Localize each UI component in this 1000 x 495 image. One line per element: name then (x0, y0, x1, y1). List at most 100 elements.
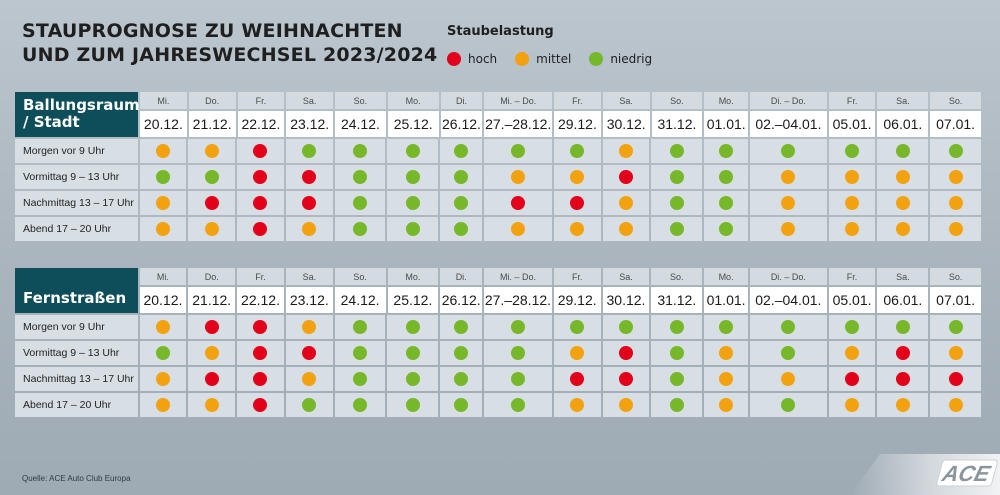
weekday-label: Mo. (704, 92, 749, 109)
table-cell (553, 139, 601, 163)
traffic-dot-hoch (253, 398, 268, 412)
column-header: So. 31.12. (651, 92, 703, 137)
date-label: 07.01. (930, 287, 982, 313)
column-header: Mi. 20.12. (140, 92, 187, 137)
traffic-dot-mittel (948, 196, 963, 210)
table-cell (285, 165, 333, 189)
table-cell (334, 139, 386, 163)
traffic-dot-hoch (895, 346, 910, 360)
column-header: Sa. 06.01. (877, 268, 929, 313)
weekday-label: So. (335, 92, 386, 109)
table-cell (484, 139, 552, 163)
weekday-label: Mi. (139, 268, 187, 285)
traffic-dot-niedrig (353, 398, 368, 412)
ace-logo: ACE (850, 454, 1000, 495)
table-cell (553, 191, 601, 215)
traffic-dot-niedrig (669, 170, 684, 184)
traffic-dot-niedrig (353, 144, 368, 158)
table-cell (440, 341, 483, 365)
date-label: 24.12. (334, 287, 386, 313)
table-row: Abend 17 – 20 Uhr (15, 393, 981, 417)
table-cell (553, 367, 601, 391)
table-heading: Ballungsraum / Stadt (15, 92, 140, 137)
date-label: 21.12. (188, 111, 236, 137)
traffic-dot-niedrig (669, 320, 684, 334)
table-cell (139, 367, 187, 391)
traffic-dot-niedrig (669, 372, 684, 386)
table-cell (188, 217, 236, 241)
table-row: Nachmittag 13 – 17 Uhr (15, 367, 981, 391)
table-cell (704, 191, 748, 215)
title-line-1: STAUPROGNOSE ZU WEIHNACHTEN (22, 20, 403, 42)
legend-title: Staubelastung (447, 24, 554, 39)
table-cell (828, 217, 876, 241)
table-cell (139, 393, 187, 417)
table-header-row: Fernstraßen Mi. 20.12. Do. 21.12. Fr. 22.12. Sa… (15, 268, 982, 313)
date-label: 29.12. (554, 111, 601, 137)
table-cell (651, 139, 703, 163)
table-cell (553, 315, 601, 339)
table-cell (484, 165, 552, 189)
weekday-label: Sa. (286, 92, 334, 109)
table-cell (440, 191, 483, 215)
traffic-dot-niedrig (454, 320, 469, 334)
traffic-dot-hoch (302, 196, 317, 210)
weekday-label: Fr. (553, 268, 601, 285)
weekday-label: So. (651, 268, 703, 285)
traffic-dot-hoch (618, 346, 633, 360)
table-ballungsraum: Ballungsraum / Stadt Mi. 20.12. Do. 21.12. Fr… (15, 92, 981, 241)
traffic-dot-hoch (510, 196, 525, 210)
row-label: Abend 17 – 20 Uhr (15, 393, 138, 417)
table-row: Morgen vor 9 Uhr (15, 139, 981, 163)
table-cell (877, 341, 929, 365)
traffic-dot-mittel (895, 196, 910, 210)
table-cell (139, 165, 187, 189)
traffic-dot-mittel (204, 398, 219, 412)
weekday-label: Mo. (387, 268, 439, 285)
table-cell (237, 139, 284, 163)
date-label: 02.–04.01. (749, 287, 827, 313)
weekday-label: Do. (188, 268, 236, 285)
traffic-dot-mittel (155, 196, 170, 210)
traffic-dot-niedrig (405, 196, 420, 210)
traffic-dot-niedrig (510, 346, 525, 360)
table-cell (749, 315, 827, 339)
traffic-dot-niedrig (204, 170, 219, 184)
column-header: Do. 21.12. (188, 268, 236, 313)
weekday-label: Mi. (140, 92, 187, 109)
traffic-dot-niedrig (155, 346, 170, 360)
table-cell (602, 191, 650, 215)
table-cell (651, 367, 703, 391)
table-cell (877, 367, 929, 391)
date-label: 23.12. (285, 287, 333, 313)
legend: hoch mittel niedrig (447, 50, 670, 68)
traffic-dot-niedrig (454, 144, 469, 158)
table-row: Vormittag 9 – 13 Uhr (15, 341, 981, 365)
date-label: 20.12. (140, 111, 187, 137)
table-cell (877, 393, 929, 417)
table-cell (749, 367, 827, 391)
table-cell (387, 393, 439, 417)
traffic-dot-mittel (719, 346, 734, 360)
table-cell (651, 315, 703, 339)
legend-dot-mittel (515, 52, 530, 66)
traffic-dot-niedrig (405, 320, 420, 334)
column-header: Mi. – Do. 27.–28.12. (484, 92, 553, 137)
table-cell (139, 315, 187, 339)
traffic-dot-mittel (948, 346, 963, 360)
traffic-dot-niedrig (405, 398, 420, 412)
row-label: Abend 17 – 20 Uhr (15, 217, 138, 241)
traffic-dot-mittel (510, 222, 525, 236)
traffic-dot-hoch (253, 372, 268, 386)
traffic-dot-mittel (895, 222, 910, 236)
weekday-label: So. (651, 92, 703, 109)
traffic-dot-niedrig (845, 320, 860, 334)
traffic-dot-hoch (253, 346, 268, 360)
traffic-dot-mittel (510, 170, 525, 184)
table-cell (387, 217, 439, 241)
table-cell (334, 191, 386, 215)
table-cell (334, 217, 386, 241)
traffic-dot-niedrig (454, 222, 469, 236)
traffic-dot-niedrig (669, 222, 684, 236)
date-label: 06.01. (877, 111, 929, 137)
